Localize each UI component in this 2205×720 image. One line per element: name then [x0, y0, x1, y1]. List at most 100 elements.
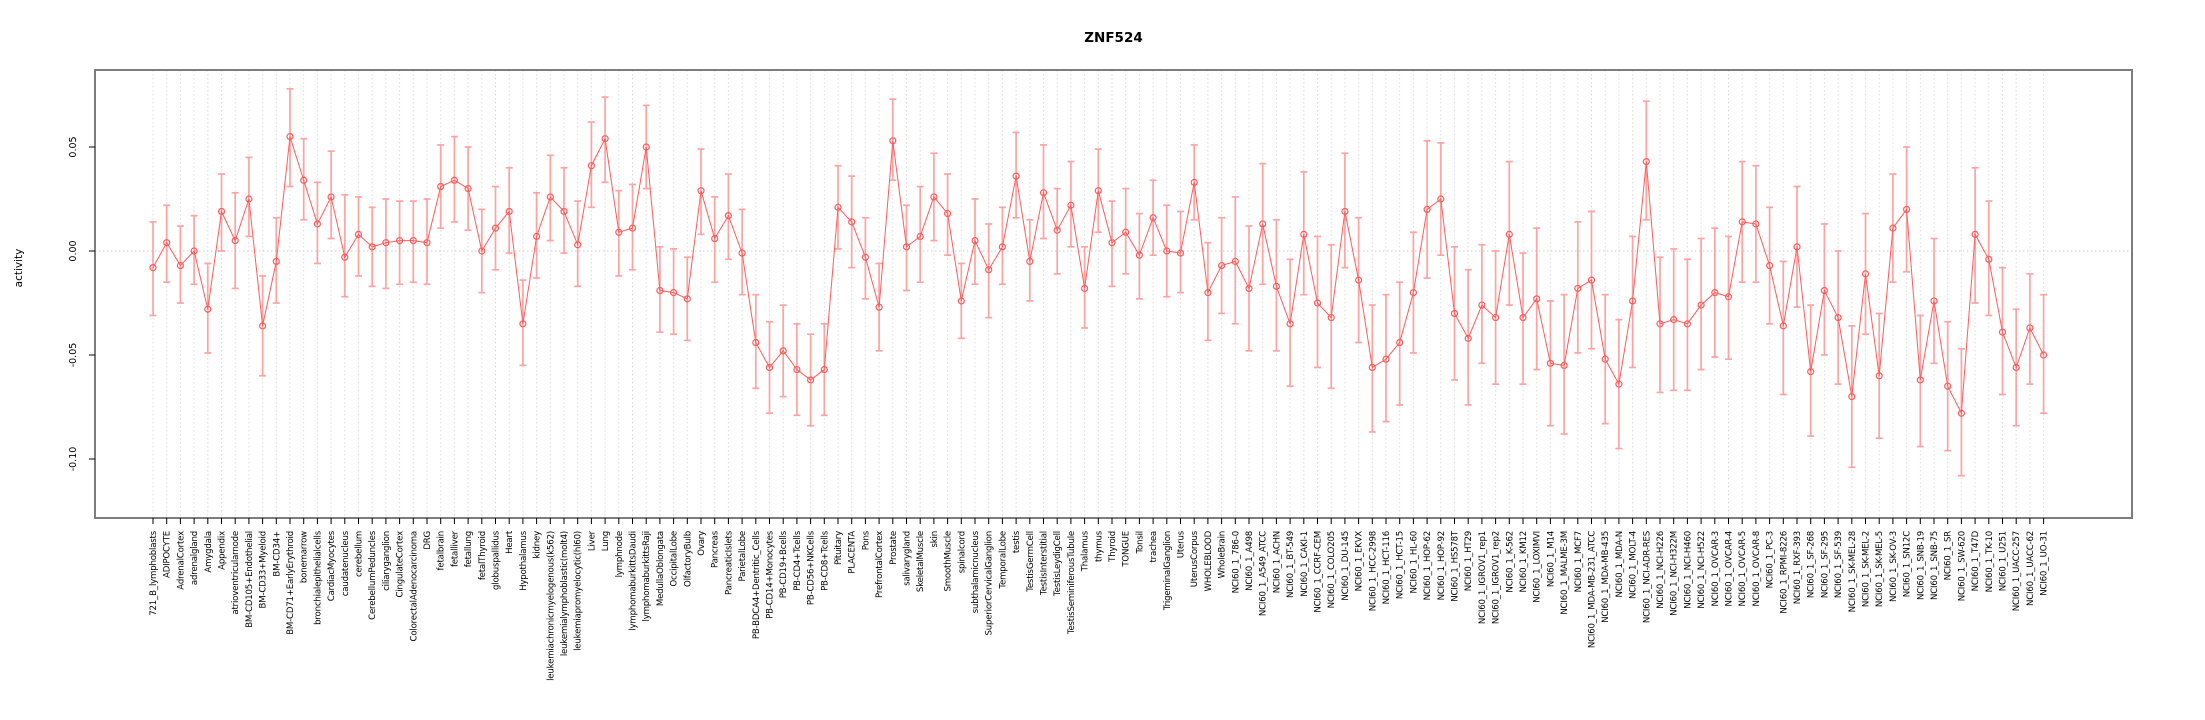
x-tick-label: lymphnode: [615, 531, 625, 577]
x-tick-label: Pancreas: [711, 530, 721, 568]
x-tick-label: Heart: [505, 530, 515, 554]
data-point: [1231, 257, 1239, 265]
x-tick-label: DRG: [423, 531, 433, 550]
x-tick-label: BM-CD105+Endothelial: [245, 531, 255, 628]
data-point: [1861, 270, 1870, 278]
x-tick-label: NCI60_1_DU-145: [1341, 531, 1351, 601]
x-tick-label: NCI60_1_SN12C: [1903, 531, 1913, 597]
data-point: [1601, 355, 1609, 363]
x-tick-label: NCI60_1_HT29: [1464, 531, 1474, 591]
data-point: [478, 247, 486, 255]
x-tick-label: NCI60_1_A498: [1245, 531, 1255, 591]
error-bar: [1642, 100, 1650, 221]
data-point: [1026, 257, 1034, 265]
data-point: [327, 193, 335, 201]
x-tick-label: NCI60_1_NCI-H226: [1656, 531, 1666, 609]
x-tick-label: OccipitalLobe: [670, 531, 680, 587]
data-point: [628, 224, 637, 232]
data-point: [532, 232, 541, 241]
error-bar: [1519, 252, 1527, 385]
data-point: [1149, 214, 1157, 222]
data-point: [2012, 363, 2020, 372]
x-tick-label: Thalamus: [1081, 530, 1091, 572]
data-point: [149, 264, 157, 272]
data-point: [1902, 205, 1911, 213]
x-tick-label: OlfactoryBulb: [683, 531, 693, 587]
x-tick-label: NCI60_1_TK-10: [1985, 531, 1995, 592]
x-tick-label: PB-CD8+Tcells: [820, 530, 830, 591]
x-tick-label: PB-CD14+Monocytes: [766, 530, 776, 619]
x-tick-label: PrefrontalCortex: [875, 531, 885, 598]
error-bar: [1985, 200, 1993, 317]
x-tick-label: NCI60_1_UACC-257: [2012, 531, 2022, 611]
error-bar: [1656, 256, 1664, 394]
data-point: [1519, 313, 1527, 322]
x-tick-label: Uterus: [1177, 530, 1187, 558]
error-bar: [1108, 200, 1116, 288]
data-point: [505, 207, 513, 216]
x-tick-label: NCI60_1_SW-620: [1957, 531, 1967, 601]
x-tick-label: subthalamicnucleus: [971, 530, 981, 613]
x-tick-label: TestisGermCell: [1026, 531, 1036, 593]
error-bar: [1300, 171, 1308, 296]
data-point: [1697, 301, 1705, 309]
x-tick-label: ColorectalAdenocarcinoma: [409, 531, 419, 641]
x-tick-label: NCI60_1_SF-295: [1820, 531, 1830, 598]
data-point: [1327, 313, 1335, 322]
x-tick-label: PB-CD56+NKCells: [807, 530, 817, 605]
data-point: [1546, 359, 1555, 367]
data-point: [1176, 249, 1185, 257]
data-point: [1738, 218, 1746, 226]
data-point: [1724, 293, 1733, 301]
x-tick-label: atrioventricularnode: [231, 531, 241, 615]
x-tick-label: NCI60_1_SF-539: [1834, 531, 1844, 598]
data-point: [998, 243, 1007, 251]
data-point: [368, 243, 376, 251]
error-bar: [450, 135, 458, 223]
x-tick-label: ParietalLobe: [738, 531, 748, 582]
data-point: [272, 257, 280, 265]
x-tick-label: lymphomaburkittsRaji: [642, 531, 652, 621]
error-bar: [1478, 243, 1486, 365]
error-bar: [1012, 131, 1020, 219]
data-point: [300, 176, 308, 184]
data-point: [1642, 157, 1650, 166]
x-tick-label: AdrenalCortex: [176, 531, 186, 590]
data-point: [1080, 284, 1089, 293]
data-point: [1998, 328, 2007, 336]
data-point: [1574, 284, 1582, 293]
data-point: [1587, 276, 1596, 284]
y-tick-label: 0.05: [68, 136, 79, 157]
x-tick-label: NCI60_1_K-562: [1505, 531, 1515, 593]
x-tick-label: NCI60_1_A549_ATCC: [1259, 531, 1269, 616]
data-point: [861, 253, 870, 261]
x-tick-label: PLACENTA: [848, 531, 858, 574]
x-tick-label: NCI60_1_MALME-3M: [1560, 531, 1570, 615]
data-point: [1122, 228, 1130, 236]
data-point: [423, 239, 431, 247]
x-tick-label: NCI60_1_M14: [1546, 531, 1556, 587]
x-tick-label: NCI60_1_U251: [1999, 531, 2009, 591]
x-tick-label: WholeBrain: [1218, 531, 1228, 578]
error-bar: [560, 166, 568, 254]
data-point: [1272, 282, 1281, 290]
data-point: [1711, 289, 1719, 297]
x-tick-label: NCI60_1_OVCAR-5: [1738, 531, 1748, 607]
x-tick-label: fetalThyroid: [478, 531, 488, 580]
error-bar: [176, 225, 184, 304]
data-point: [1382, 355, 1390, 363]
error-bar: [409, 200, 417, 284]
data-point: [491, 224, 500, 232]
x-tick-label: 721_B_lymphoblasts: [149, 530, 159, 615]
x-tick-label: NCI60_1_MDA-N: [1615, 531, 1625, 597]
x-tick-label: NCI60_1_OVCAR-8: [1752, 531, 1762, 607]
data-point: [697, 187, 705, 195]
x-tick-label: fetalbrain: [437, 531, 447, 570]
x-tick-label: NCI60_1_IGROV1_rep2: [1492, 531, 1502, 624]
data-point: [1985, 255, 1993, 263]
series-line: [152, 136, 2045, 416]
data-point: [1478, 301, 1486, 309]
y-axis-title: activity: [13, 248, 25, 288]
error-bar: [355, 196, 362, 277]
x-tick-label: CerebellumPeduncles: [368, 530, 378, 620]
